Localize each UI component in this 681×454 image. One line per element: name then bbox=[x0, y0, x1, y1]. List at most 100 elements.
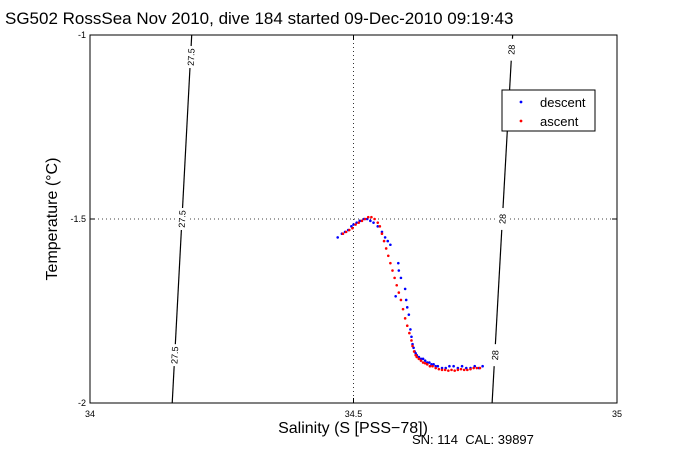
isopycnal-label: 28 bbox=[496, 207, 509, 231]
point-ascent bbox=[459, 367, 463, 371]
point-ascent bbox=[431, 364, 434, 368]
x-tick-label: 35 bbox=[612, 409, 622, 419]
point-ascent bbox=[391, 269, 394, 272]
point-descent bbox=[383, 236, 387, 239]
point-descent bbox=[410, 335, 413, 339]
isopycnal-label-text: 28 bbox=[490, 350, 501, 361]
point-descent bbox=[405, 306, 409, 309]
point-ascent bbox=[366, 215, 370, 219]
point-ascent bbox=[412, 350, 416, 353]
point-ascent bbox=[411, 344, 414, 348]
point-descent bbox=[417, 355, 421, 359]
point-ascent bbox=[434, 366, 438, 370]
point-descent bbox=[411, 342, 414, 346]
point-ascent bbox=[344, 230, 348, 234]
isopycnal-label: 28 bbox=[489, 343, 502, 367]
x-tick-label: 34.5 bbox=[345, 409, 363, 419]
point-ascent bbox=[370, 215, 373, 219]
point-descent bbox=[404, 298, 408, 302]
point-ascent bbox=[351, 226, 354, 230]
point-descent bbox=[407, 313, 411, 316]
point-descent bbox=[436, 364, 440, 368]
y-tick-label: -1 bbox=[78, 30, 86, 40]
isopycnal-label-bg bbox=[496, 207, 509, 231]
legend-label-ascent: ascent bbox=[540, 114, 579, 129]
legend-label-descent: descent bbox=[540, 95, 586, 110]
isopycnal-lines: 27.5 27.5 27.5 28 28 28 bbox=[168, 34, 518, 404]
point-descent bbox=[434, 364, 438, 368]
point-ascent bbox=[472, 366, 475, 370]
point-ascent bbox=[419, 359, 423, 362]
point-ascent bbox=[417, 357, 421, 361]
point-ascent bbox=[357, 221, 361, 224]
isopycnal-label: 28 bbox=[505, 38, 518, 62]
point-descent bbox=[428, 361, 431, 364]
isopycnal-label: 27.5 bbox=[168, 343, 181, 367]
point-ascent bbox=[401, 307, 405, 311]
isopycnal-label-text: 28 bbox=[506, 44, 517, 55]
isopycnal-label-text: 27.5 bbox=[186, 48, 197, 66]
point-descent bbox=[452, 364, 455, 368]
point-descent bbox=[460, 364, 464, 368]
point-descent bbox=[448, 364, 451, 368]
point-ascent bbox=[408, 331, 411, 335]
x-axis-label: Salinity (S [PSS−78]) bbox=[278, 420, 428, 437]
point-descent bbox=[397, 269, 401, 272]
point-ascent bbox=[378, 225, 382, 228]
y-tick-label: -2 bbox=[78, 398, 86, 408]
point-ascent bbox=[475, 366, 479, 370]
point-ascent bbox=[405, 324, 409, 328]
point-ascent bbox=[447, 369, 450, 372]
legend-marker-descent bbox=[519, 100, 523, 104]
point-ascent bbox=[403, 317, 407, 320]
legend-box bbox=[501, 89, 596, 132]
point-ascent bbox=[373, 217, 376, 221]
point-descent bbox=[352, 223, 355, 226]
point-ascent bbox=[397, 291, 401, 294]
isopycnal-label: 27.5 bbox=[185, 45, 198, 69]
y-tick-label: -1.5 bbox=[70, 214, 86, 224]
point-ascent bbox=[399, 298, 403, 302]
point-descent bbox=[389, 243, 392, 247]
point-descent bbox=[394, 294, 397, 298]
isopycnal-label-bg bbox=[489, 343, 502, 367]
point-ascent bbox=[380, 232, 384, 236]
point-ascent bbox=[395, 283, 399, 287]
data-points bbox=[336, 215, 484, 372]
point-ascent bbox=[462, 368, 466, 372]
isopycnal-label-bg bbox=[176, 207, 189, 231]
point-descent bbox=[380, 230, 384, 234]
chart-title: SG502 RossSea Nov 2010, dive 184 started… bbox=[5, 9, 513, 28]
point-ascent bbox=[478, 366, 482, 370]
legend-marker-ascent bbox=[519, 119, 523, 123]
point-ascent bbox=[393, 276, 396, 280]
point-descent bbox=[386, 239, 390, 243]
isopycnal-label-bg bbox=[505, 38, 518, 62]
point-descent bbox=[369, 219, 372, 223]
point-descent bbox=[403, 287, 407, 291]
point-ascent bbox=[354, 223, 357, 226]
point-ascent bbox=[466, 368, 469, 372]
point-descent bbox=[440, 366, 444, 370]
axis-ticks: 34 34.5 35 -1 -1.5 -2 bbox=[70, 30, 622, 419]
point-descent bbox=[372, 221, 375, 224]
isopycnal-label-bg bbox=[168, 343, 181, 367]
footer-serial-cal: SN: 114 CAL: 39897 bbox=[412, 432, 534, 447]
legend: descent ascent bbox=[501, 89, 596, 132]
point-ascent bbox=[428, 364, 432, 368]
point-descent bbox=[409, 328, 412, 331]
point-descent bbox=[396, 261, 400, 265]
point-descent bbox=[481, 364, 484, 368]
point-ascent bbox=[415, 355, 419, 359]
point-ascent bbox=[360, 219, 364, 223]
point-ascent bbox=[410, 339, 413, 342]
point-descent bbox=[421, 357, 425, 361]
point-descent bbox=[456, 366, 460, 370]
point-ascent bbox=[437, 367, 441, 371]
point-descent bbox=[376, 225, 380, 228]
isopycnal-label-text: 27.5 bbox=[169, 346, 180, 364]
point-ascent bbox=[386, 254, 390, 258]
point-ascent bbox=[423, 361, 427, 365]
point-ascent bbox=[384, 247, 388, 250]
